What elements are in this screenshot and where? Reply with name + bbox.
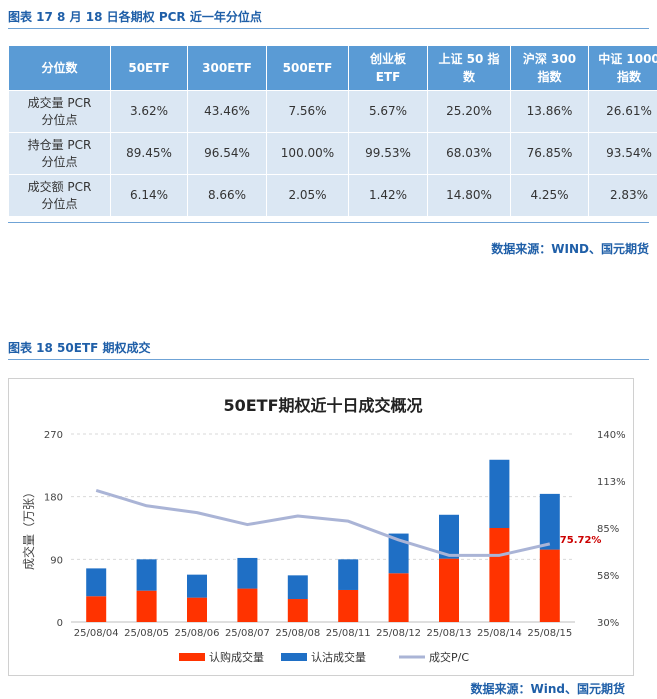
table-cell: 4.25%: [510, 174, 589, 217]
bar-put-volume: [489, 459, 510, 528]
row-label: 持仓量 PCR 分位点: [8, 132, 111, 175]
header-cell: 中证 1000 指数: [588, 45, 657, 91]
bar-call-volume: [86, 596, 107, 622]
caption-divider: [8, 359, 649, 360]
x-tick-label: 25/08/05: [124, 628, 169, 639]
x-tick-label: 25/08/07: [225, 628, 270, 639]
table-cell: 8.66%: [187, 174, 267, 217]
x-tick-label: 25/08/08: [275, 628, 320, 639]
chart-container: 50ETF期权近十日成交概况 0 90 180 270 30% 58% 85% 113% 140%…: [8, 378, 634, 676]
bar-put-volume: [187, 574, 207, 598]
header-cell: 创业板 ETF: [348, 45, 428, 91]
bar-call-volume: [539, 549, 560, 622]
bar-call-volume: [439, 558, 459, 622]
table-cell: 99.53%: [348, 132, 428, 175]
table-cell: 25.20%: [427, 90, 511, 133]
y-tick-label: 0: [57, 618, 63, 629]
header-cell: 300ETF: [187, 45, 267, 91]
row-label: 成交量 PCR 分位点: [8, 90, 111, 133]
table-cell: 89.45%: [110, 132, 188, 175]
table-header-row: 分位数 50ETF 300ETF 500ETF 创业板 ETF 上证 50 指数 …: [8, 45, 657, 91]
bar-call-volume: [338, 589, 359, 622]
chart-title: 50ETF期权近十日成交概况: [223, 396, 422, 415]
y-axis-label: 成交量（万张）: [21, 486, 36, 570]
bar-call-volume: [388, 573, 409, 622]
bar-call-volume: [489, 528, 510, 622]
y2-tick-label: 85%: [597, 524, 619, 535]
table-bottom-rule: [8, 222, 649, 223]
header-cell: 500ETF: [266, 45, 349, 91]
y2-tick-label: 113%: [597, 477, 626, 488]
table-cell: 43.46%: [187, 90, 267, 133]
y2-tick-label: 30%: [597, 618, 619, 629]
bar-call-volume: [136, 590, 157, 622]
table-caption: 图表 17 8 月 18 日各期权 PCR 近一年分位点: [8, 10, 262, 24]
table-row: 成交量 PCR 分位点 3.62% 43.46% 7.56% 5.67% 25.2…: [8, 90, 657, 133]
bar-call-volume: [287, 599, 308, 622]
x-tick-label: 25/08/12: [376, 628, 421, 639]
y-tick-label: 180: [44, 493, 63, 504]
x-tick-label: 25/08/11: [326, 628, 371, 639]
table-cell: 1.42%: [348, 174, 428, 217]
table-cell: 6.14%: [110, 174, 188, 217]
legend-swatch-put: [281, 653, 307, 661]
legend-label-put: 认沽成交量: [311, 650, 366, 664]
bar-put-volume: [439, 514, 459, 559]
header-cell: 分位数: [8, 45, 111, 91]
x-tick-label: 25/08/04: [74, 628, 119, 639]
y-tick-label: 90: [50, 555, 63, 566]
table-cell: 96.54%: [187, 132, 267, 175]
y2-tick-label: 140%: [597, 430, 626, 441]
y2-tick-label: 58%: [597, 571, 619, 582]
chart-source: 数据来源：Wind、国元期货: [470, 682, 625, 696]
table-cell: 26.61%: [588, 90, 657, 133]
table-cell: 100.00%: [266, 132, 349, 175]
table-cell: 13.86%: [510, 90, 589, 133]
x-tick-label: 25/08/06: [175, 628, 220, 639]
x-tick-label: 25/08/13: [427, 628, 472, 639]
header-cell: 50ETF: [110, 45, 188, 91]
table-cell: 5.67%: [348, 90, 428, 133]
chart-caption: 图表 18 50ETF 期权成交: [8, 341, 151, 355]
pcr-percentile-table: 分位数 50ETF 300ETF 500ETF 创业板 ETF 上证 50 指数 …: [8, 45, 657, 217]
header-cell: 上证 50 指数: [427, 45, 511, 91]
table-row: 持仓量 PCR 分位点 89.45% 96.54% 100.00% 99.53% …: [8, 132, 657, 175]
row-label: 成交额 PCR 分位点: [8, 174, 111, 217]
pc-last-value-label: 75.72%: [560, 535, 602, 546]
legend-swatch-call: [179, 653, 205, 661]
bar-put-volume: [287, 575, 308, 600]
bar-put-volume: [338, 559, 359, 590]
legend-label-pc: 成交P/C: [429, 650, 469, 664]
header-cell: 沪深 300 指数: [510, 45, 589, 91]
bar-put-volume: [388, 533, 409, 574]
bar-put-volume: [86, 568, 107, 597]
table-source: 数据来源：WIND、国元期货: [491, 242, 649, 256]
bar-call-volume: [187, 597, 207, 622]
table-cell: 2.05%: [266, 174, 349, 217]
table-cell: 68.03%: [427, 132, 511, 175]
y-tick-label: 270: [44, 430, 63, 441]
bar-put-volume: [136, 559, 157, 591]
table-cell: 93.54%: [588, 132, 657, 175]
legend-label-call: 认购成交量: [209, 650, 264, 664]
table-cell: 76.85%: [510, 132, 589, 175]
table-cell: 3.62%: [110, 90, 188, 133]
table-cell: 14.80%: [427, 174, 511, 217]
x-tick-label: 25/08/14: [477, 628, 522, 639]
bar-call-volume: [237, 588, 258, 622]
caption-divider: [8, 28, 649, 29]
pc-ratio-line: [95, 488, 551, 557]
bar-put-volume: [539, 493, 560, 550]
bar-put-volume: [237, 557, 258, 589]
table-row: 成交额 PCR 分位点 6.14% 8.66% 2.05% 1.42% 14.80…: [8, 174, 657, 217]
x-tick-label: 25/08/15: [527, 628, 572, 639]
volume-chart: 50ETF期权近十日成交概况 0 90 180 270 30% 58% 85% 113% 140%…: [21, 396, 626, 664]
table-cell: 7.56%: [266, 90, 349, 133]
table-cell: 2.83%: [588, 174, 657, 217]
